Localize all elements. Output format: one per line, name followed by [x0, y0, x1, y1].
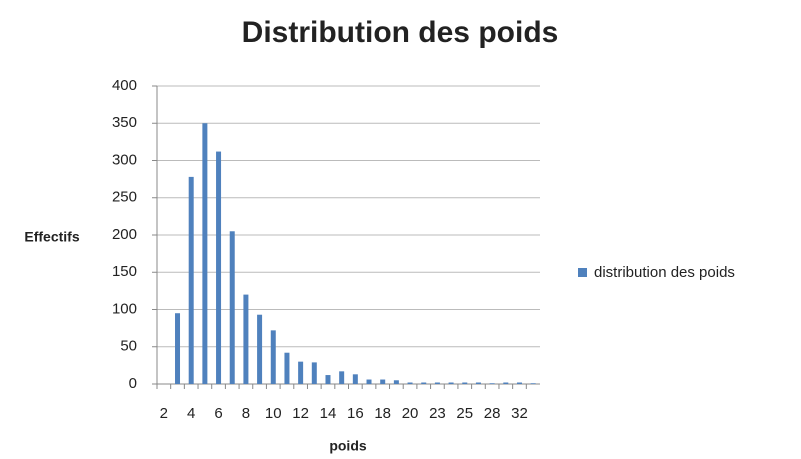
bar: [489, 383, 495, 384]
bar: [298, 361, 304, 384]
bar: [216, 151, 222, 384]
x-tick-label: 4: [187, 405, 195, 422]
x-tick-label: 20: [402, 405, 419, 422]
bar: [380, 379, 386, 384]
x-tick-label: 25: [456, 405, 473, 422]
x-axis-title: poids: [329, 438, 367, 454]
bar: [516, 382, 522, 384]
x-tick-label: 14: [320, 405, 337, 422]
bar: [188, 176, 194, 384]
bar: [503, 382, 509, 384]
bar: [448, 382, 454, 384]
x-tick-label: 10: [265, 405, 282, 422]
x-tick-label: 28: [484, 405, 501, 422]
x-tick-label: 16: [347, 405, 364, 422]
bar: [462, 382, 468, 384]
bar: [325, 375, 331, 384]
y-tick-label: 50: [120, 338, 137, 355]
x-tick-label: 23: [429, 405, 446, 422]
y-axis-title: Effectifs: [24, 229, 79, 245]
bar: [352, 374, 358, 384]
x-tick-label: 32: [511, 405, 528, 422]
y-tick-label: 0: [129, 375, 137, 392]
bar: [366, 379, 372, 384]
x-tick-label: 12: [292, 405, 309, 422]
y-tick-label: 100: [112, 300, 137, 317]
x-tick-label: 8: [242, 405, 250, 422]
bar: [257, 314, 263, 384]
bar: [284, 352, 290, 384]
bar: [421, 382, 427, 384]
y-tick-label: 150: [112, 263, 137, 280]
y-tick-label: 400: [112, 77, 137, 94]
bar: [243, 294, 249, 384]
y-tick-label: 350: [112, 114, 137, 131]
legend-label: distribution des poids: [594, 264, 735, 281]
bar: [407, 382, 413, 384]
bar: [434, 382, 440, 384]
x-tick-label: 2: [160, 405, 168, 422]
x-tick-label: 18: [374, 405, 391, 422]
y-tick-label: 200: [112, 226, 137, 243]
bar: [393, 380, 399, 384]
bar: [270, 330, 276, 384]
y-tick-label: 300: [112, 151, 137, 168]
bar: [175, 313, 181, 384]
bar: [311, 362, 317, 384]
x-tick-label: 6: [214, 405, 222, 422]
y-tick-label: 250: [112, 189, 137, 206]
bar: [229, 231, 235, 384]
bar: [339, 371, 345, 384]
legend-swatch: [578, 268, 587, 277]
chart-title: Distribution des poids: [242, 16, 559, 49]
bar: [202, 123, 208, 384]
bar: [475, 382, 481, 384]
bar: [530, 383, 536, 384]
